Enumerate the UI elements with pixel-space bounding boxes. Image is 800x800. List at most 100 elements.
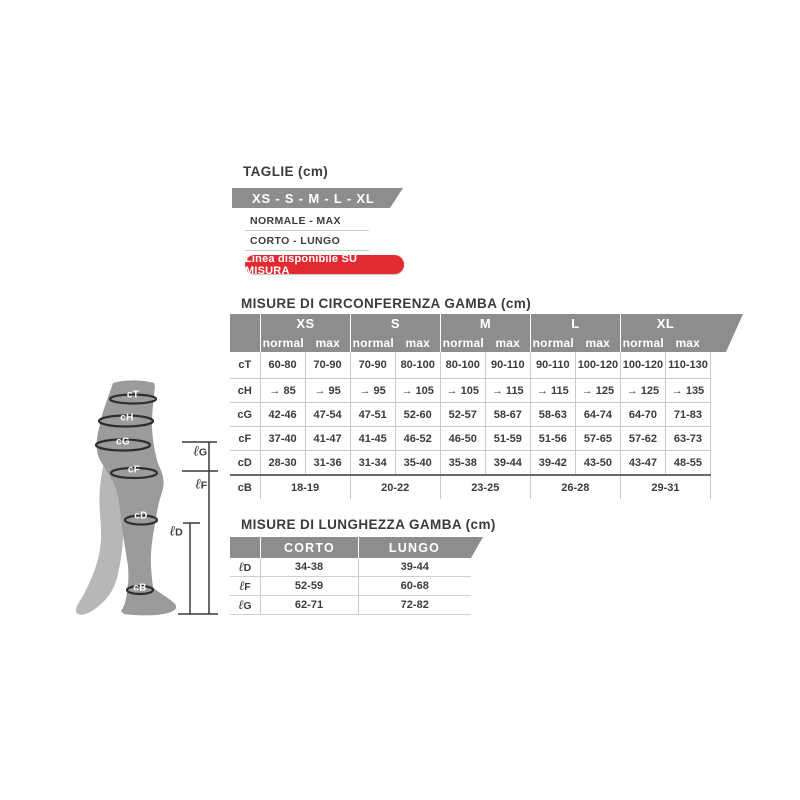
band-cb	[125, 584, 155, 596]
table-cell: 51-56	[529, 426, 576, 451]
length-table: ℓD 34-38 39-44 ℓF 52-59 60-68 ℓG 62-71 7…	[230, 558, 471, 615]
band-cg	[94, 438, 152, 452]
table-row-lf: ℓF 52-59 60-68	[230, 576, 471, 596]
subheader-max: max	[585, 335, 611, 350]
ell-symbol: ℓ	[238, 579, 245, 594]
row-label: ℓF	[230, 576, 260, 596]
leg-band-label-cb: cB	[133, 582, 147, 594]
table-cell: 35-38	[439, 450, 486, 476]
band-cf	[109, 466, 159, 480]
table-cell: 90-110	[484, 352, 531, 379]
size-group-s: S normal max	[350, 314, 440, 352]
table-cell: 23-25	[439, 474, 531, 499]
row-label: ℓG	[230, 595, 260, 615]
table-cell: 80-100	[394, 352, 441, 379]
band-ct	[108, 393, 158, 405]
table-cell: 57-65	[574, 426, 621, 451]
table-cell: 71-83	[664, 402, 712, 427]
table-row-cf: cF 37-40 41-47 41-45 46-52 46-50 51-59 5…	[230, 426, 712, 451]
size-name: XL	[656, 316, 675, 331]
table-row-cb: cB 18-19 20-22 23-25 26-28 29-31	[230, 474, 712, 499]
subheader-normal: normal	[442, 335, 484, 350]
row-label: cF	[230, 426, 261, 451]
table-row-ld: ℓD 34-38 39-44	[230, 558, 471, 577]
table-cell: 64-70	[619, 402, 666, 427]
header-spacer	[230, 314, 260, 352]
leg-length-label-lg: ℓG	[193, 444, 207, 461]
ell-symbol: ℓ	[238, 560, 244, 575]
table-cell: 62-71	[259, 595, 358, 615]
circumference-title: MISURE DI CIRCONFERENZA GAMBA (cm)	[241, 296, 532, 311]
subheader-normal: normal	[532, 335, 574, 350]
leg-length-label-lf: ℓF	[195, 477, 207, 494]
table-cell: 31-34	[349, 450, 396, 476]
table-cell: 90-110	[529, 352, 576, 379]
leg-band-label-ct: cT	[126, 389, 140, 401]
table-cell: 60-80	[259, 352, 306, 379]
leg-band-label-cg: cG	[116, 436, 130, 448]
table-row-ch: cH → 85 → 95 → 95 → 105 → 105 → 115 → 11…	[230, 378, 712, 403]
ell-symbol: ℓ	[169, 523, 176, 540]
table-cell: 28-30	[259, 450, 306, 476]
option-normale-max: NORMALE - MAX	[245, 212, 369, 231]
table-cell: 39-42	[529, 450, 576, 476]
ell-letter: G	[243, 600, 252, 612]
su-misura-badge: Linea disponibile SU MISURA	[245, 253, 404, 277]
table-cell: 64-74	[574, 402, 621, 427]
ell-letter: F	[244, 581, 251, 593]
table-cell: 39-44	[357, 558, 471, 577]
table-cell: → 95	[349, 378, 396, 403]
length-table-header: CORTO LUNGO	[230, 537, 483, 558]
table-cell: → 105	[394, 378, 441, 403]
ell-letter: D	[243, 562, 252, 574]
ell-letter: F	[200, 479, 208, 492]
table-row-cd: cD 28-30 31-36 31-34 35-40 35-38 39-44 3…	[230, 450, 712, 476]
table-cell: → 95	[304, 378, 351, 403]
row-label: cH	[230, 378, 261, 403]
table-cell: 18-19	[259, 474, 351, 499]
header-lungo: LUNGO	[358, 537, 470, 558]
row-label: ℓD	[230, 558, 260, 577]
table-cell: 29-31	[619, 474, 712, 499]
table-cell: 41-45	[349, 426, 396, 451]
size-name: S	[390, 316, 401, 331]
table-row-cg: cG 42-46 47-54 47-51 52-60 52-57 58-67 5…	[230, 402, 712, 427]
leg-illustration: cT cH cG cF cD cB ℓG ℓF ℓD	[75, 375, 235, 625]
circumference-table: cT 60-80 70-90 70-90 80-100 80-100 90-11…	[230, 352, 712, 499]
table-cell: 110-130	[664, 352, 712, 379]
table-cell: 63-73	[664, 426, 712, 451]
option-corto-lungo: CORTO - LUNGO	[245, 232, 369, 251]
table-cell: → 135	[664, 378, 712, 403]
length-title: MISURE DI LUNGHEZZA GAMBA (cm)	[241, 517, 496, 532]
subheader-max: max	[495, 335, 521, 350]
row-label: cT	[230, 352, 261, 379]
table-cell: 47-54	[304, 402, 351, 427]
table-cell: 37-40	[259, 426, 306, 451]
table-cell: 46-50	[439, 426, 486, 451]
leg-band-label-cd: cD	[134, 510, 148, 522]
table-cell: 72-82	[357, 595, 471, 615]
ell-symbol: ℓ	[194, 476, 201, 493]
table-cell: → 115	[484, 378, 531, 403]
table-cell: → 85	[259, 378, 306, 403]
table-cell: 42-46	[259, 402, 306, 427]
subheader-normal: normal	[622, 335, 664, 350]
ell-letter: D	[175, 526, 183, 539]
table-cell: 57-62	[619, 426, 666, 451]
table-cell: → 105	[439, 378, 486, 403]
size-group-l: L normal max	[530, 314, 620, 352]
table-cell: 100-120	[619, 352, 666, 379]
table-row-ct: cT 60-80 70-90 70-90 80-100 80-100 90-11…	[230, 352, 712, 379]
ell-letter: G	[198, 446, 208, 459]
size-name: M	[479, 316, 492, 331]
circumference-table-header: XS normal max S normal max M normal max …	[230, 314, 743, 352]
table-cell: 43-50	[574, 450, 621, 476]
table-cell: 52-59	[259, 576, 358, 596]
leg-band-label-ch: cH	[120, 412, 134, 424]
subheader-max: max	[315, 335, 341, 350]
size-group-m: M normal max	[440, 314, 530, 352]
taglie-title: TAGLIE (cm)	[243, 164, 329, 179]
table-cell: 47-51	[349, 402, 396, 427]
table-cell: → 125	[619, 378, 666, 403]
